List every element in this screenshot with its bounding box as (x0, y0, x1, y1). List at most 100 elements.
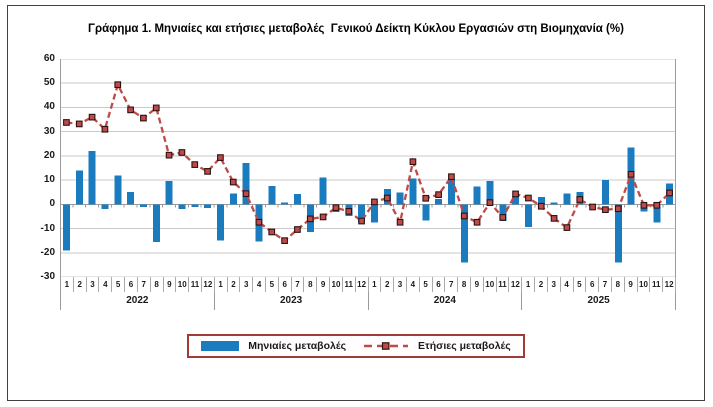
bar (435, 199, 443, 205)
month-label: 6 (433, 277, 446, 292)
bar (653, 204, 661, 223)
y-tick-label: -30 (40, 271, 55, 282)
line-marker (486, 199, 494, 206)
line-marker (473, 218, 481, 226)
bar (204, 204, 212, 208)
month-label: 9 (317, 277, 331, 292)
month-label: 4 (253, 277, 266, 292)
bar (152, 204, 160, 242)
line-marker (268, 228, 276, 236)
month-label: 8 (458, 277, 471, 292)
month-label: 4 (99, 277, 113, 292)
line-marker (178, 149, 186, 156)
bar (242, 163, 250, 205)
line-marker (127, 106, 134, 114)
legend: Μηνιαίες μεταβολές Ετήσιες μεταβολές (187, 334, 525, 358)
line-marker (499, 214, 507, 221)
bar (358, 204, 366, 223)
bar (447, 178, 455, 205)
month-label: 1 (61, 277, 74, 292)
bar (75, 170, 83, 205)
bar (101, 204, 109, 210)
bar (614, 204, 622, 263)
y-tick-label: 20 (43, 149, 55, 161)
line-marker (396, 218, 404, 226)
month-label: 10 (484, 277, 497, 292)
line-marker (512, 190, 519, 198)
month-label: 12 (202, 277, 215, 292)
month-label: 9 (164, 277, 177, 292)
year-label: 2023 (215, 292, 369, 310)
line-marker (306, 215, 314, 223)
month-label: 2 (381, 277, 395, 292)
line-marker (666, 189, 673, 197)
bar (293, 194, 301, 205)
month-label: 11 (497, 277, 510, 292)
y-tick-label: 30 (43, 125, 55, 137)
line-marker (602, 206, 609, 214)
month-label: 7 (138, 277, 151, 292)
month-label: 12 (356, 277, 369, 292)
month-label: 7 (292, 277, 305, 292)
y-tick-label: 40 (43, 101, 55, 113)
line-marker (140, 114, 147, 122)
bar (486, 180, 494, 205)
month-label: 5 (112, 277, 126, 292)
legend-bar-swatch (201, 341, 240, 351)
line-marker (358, 217, 365, 225)
bar (563, 193, 571, 205)
y-tick-label: -10 (40, 222, 55, 234)
legend-monthly-label: Μηνιαίες μεταβολές (248, 340, 347, 352)
month-label: 8 (612, 277, 625, 292)
bar (268, 186, 276, 205)
line-marker (576, 196, 584, 203)
bar (191, 204, 199, 207)
line-marker (422, 194, 430, 202)
bar (460, 204, 468, 263)
line-marker (204, 168, 211, 175)
month-label: 11 (189, 277, 202, 292)
month-label: 4 (561, 277, 574, 292)
line-marker (101, 125, 109, 133)
bar (62, 204, 70, 251)
line-marker (371, 198, 378, 206)
month-label: 2 (74, 277, 87, 292)
month-axis: 1 2 3 4 5 6 7 8 9 10 11 12 1 2 3 4 5 6 7 8 9 10 11 12 1 2 3 4 5 6 7 8 9 1… (60, 277, 676, 292)
bar (499, 204, 507, 221)
bar (229, 193, 237, 205)
bar (524, 204, 532, 228)
bar (216, 204, 224, 241)
line-marker (614, 205, 622, 213)
month-label: 9 (471, 277, 484, 292)
line-marker (255, 218, 263, 226)
line-marker (525, 194, 532, 202)
line-marker (229, 178, 237, 186)
month-label: 11 (343, 277, 356, 292)
chart-area: 60 50 40 30 20 10 0 -10 -20 -30 1 2 3 4 5 6 7 8 9 10 11 12 1 2… (28, 53, 704, 310)
month-label: 12 (509, 277, 523, 292)
bar (319, 177, 327, 205)
bar (396, 192, 404, 205)
month-label: 11 (650, 277, 664, 292)
bar (114, 175, 122, 205)
month-label: 10 (176, 277, 190, 292)
legend-line-swatch (364, 342, 409, 350)
bar (88, 151, 96, 205)
y-tick-label: 0 (49, 198, 55, 210)
month-label: 5 (574, 277, 587, 292)
bar (601, 180, 609, 205)
chart-title: Γράφημα 1. Μηνιαίες και ετήσιες μεταβολέ… (88, 23, 624, 35)
line-marker (88, 113, 96, 121)
line-marker (653, 201, 661, 209)
line-marker (242, 190, 250, 198)
line-marker (165, 151, 173, 159)
bar (537, 196, 545, 205)
legend-annual-label: Ετήσιες μεταβολές (418, 340, 511, 352)
y-tick-label: -20 (40, 246, 55, 258)
bar (127, 192, 135, 205)
line-marker (281, 237, 288, 245)
bar (512, 196, 520, 205)
bar (139, 204, 147, 207)
month-label: 2 (535, 277, 548, 292)
bar (409, 178, 417, 205)
